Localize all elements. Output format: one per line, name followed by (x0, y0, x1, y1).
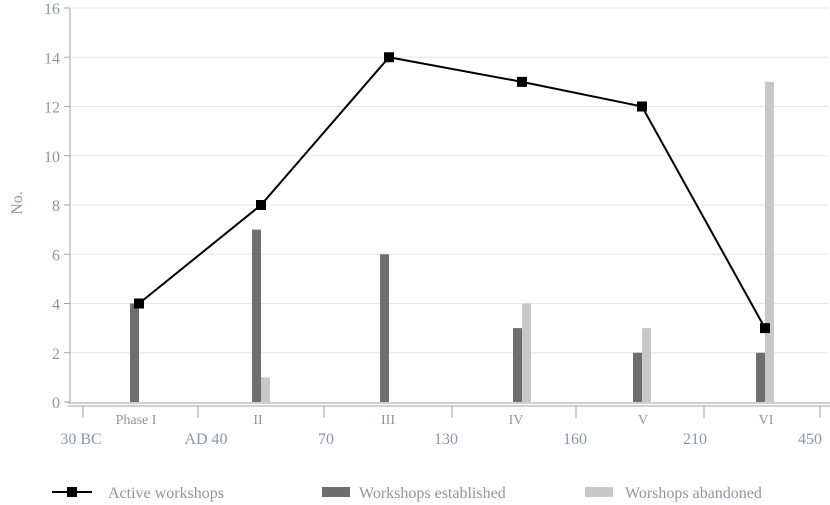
phase-label: III (381, 413, 395, 428)
y-tick-label: 0 (52, 395, 60, 412)
active-workshops-marker (517, 76, 527, 87)
legend-label-abandoned: Worshops abandoned (625, 485, 762, 502)
active-workshops-marker (760, 323, 770, 334)
gridlines (70, 7, 828, 354)
bar-established (252, 229, 261, 402)
legend-label-established: Workshops established (359, 485, 506, 502)
date-label: 70 (318, 431, 334, 448)
active-workshops-marker (134, 298, 144, 309)
bar-abandoned (642, 328, 651, 402)
y-tick-label: 16 (44, 1, 60, 18)
active-workshops-line (138, 56, 766, 329)
bar-established (380, 254, 389, 402)
y-tick-label: 8 (52, 198, 60, 215)
date-label: 30 BC (60, 431, 101, 448)
y-tick-label: 6 (52, 247, 60, 264)
phase-label: VI (759, 413, 774, 428)
legend-swatch-abandoned (585, 487, 613, 497)
axes (64, 7, 830, 418)
y-axis-title: No. (9, 191, 26, 215)
date-label: 130 (434, 431, 458, 448)
line-series (134, 52, 770, 334)
date-label: 450 (798, 431, 822, 448)
phase-label: II (253, 413, 263, 428)
bar-abandoned (765, 81, 774, 402)
legend-label-active: Active workshops (108, 485, 224, 502)
bar-abandoned (261, 377, 270, 402)
y-tick-label: 10 (44, 149, 60, 166)
bar-established (130, 303, 139, 402)
y-tick-label: 2 (52, 346, 60, 363)
legend: Active workshops Workshops established Wor… (52, 485, 762, 502)
bar-established (513, 328, 522, 402)
bar-established (756, 352, 765, 402)
active-workshops-marker (384, 52, 394, 63)
active-workshops-marker (256, 200, 266, 210)
date-label: 160 (563, 431, 587, 448)
y-tick-label: 12 (44, 100, 60, 117)
active-workshops-marker (637, 101, 647, 112)
phase-label: V (638, 413, 648, 428)
phase-label: Phase I (116, 413, 157, 428)
date-label: AD 40 (184, 431, 227, 448)
legend-swatch-established (322, 487, 350, 497)
phase-label: IV (509, 413, 524, 428)
y-tick-label: 4 (52, 297, 60, 314)
y-tick-label: 14 (44, 50, 60, 67)
bars (130, 81, 774, 402)
bar-established (633, 352, 642, 402)
bar-abandoned (522, 303, 531, 402)
legend-marker-active (67, 487, 77, 497)
date-label: 210 (683, 431, 707, 448)
